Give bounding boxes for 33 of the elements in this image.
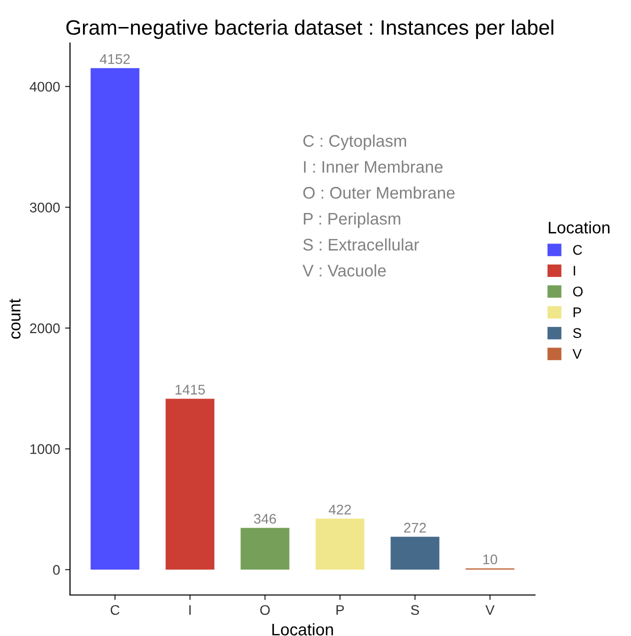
y-tick-label: 2000 bbox=[30, 323, 60, 334]
data-label: 10 bbox=[483, 554, 498, 564]
y-tick-label: 3000 bbox=[30, 202, 60, 212]
data-label: 1415 bbox=[176, 384, 205, 395]
legend-label: C bbox=[573, 244, 582, 255]
y-axis-title: count bbox=[10, 298, 21, 339]
legend-label: S bbox=[573, 328, 582, 338]
annotation: S : Extracellular bbox=[303, 238, 419, 251]
data-label: 346 bbox=[254, 514, 276, 524]
x-tick-label: S bbox=[411, 605, 419, 615]
legend-label: V bbox=[572, 349, 582, 359]
data-label: 4152 bbox=[100, 54, 130, 64]
y-tick-label: 0 bbox=[53, 564, 60, 575]
annotation: C : Cytoplasm bbox=[303, 134, 406, 150]
legend-title: Location bbox=[548, 221, 610, 234]
y-tick-label: 4000 bbox=[30, 82, 60, 92]
legend-label: P bbox=[574, 308, 582, 318]
data-label: 422 bbox=[328, 504, 351, 514]
annotation: V : Vacuole bbox=[302, 264, 386, 277]
annotation: P : Periplasm bbox=[304, 212, 400, 228]
legend-label: O bbox=[573, 286, 583, 296]
data-label: 272 bbox=[404, 522, 426, 533]
x-axis-title: Location bbox=[272, 623, 333, 636]
y-tick-label: 1000 bbox=[30, 444, 60, 454]
annotation: I : Inner Membrane bbox=[304, 160, 443, 173]
chart-title: Gram−negative bacteria dataset : Instances per label bbox=[66, 20, 554, 39]
legend-label: I bbox=[574, 266, 576, 276]
x-tick-label: O bbox=[260, 605, 270, 615]
x-tick-label: V bbox=[485, 605, 495, 615]
x-tick-label: C bbox=[110, 605, 120, 615]
x-tick-label: P bbox=[336, 605, 344, 615]
x-tick-label: I bbox=[189, 605, 191, 615]
annotation: O : Outer Membrane bbox=[303, 186, 455, 199]
